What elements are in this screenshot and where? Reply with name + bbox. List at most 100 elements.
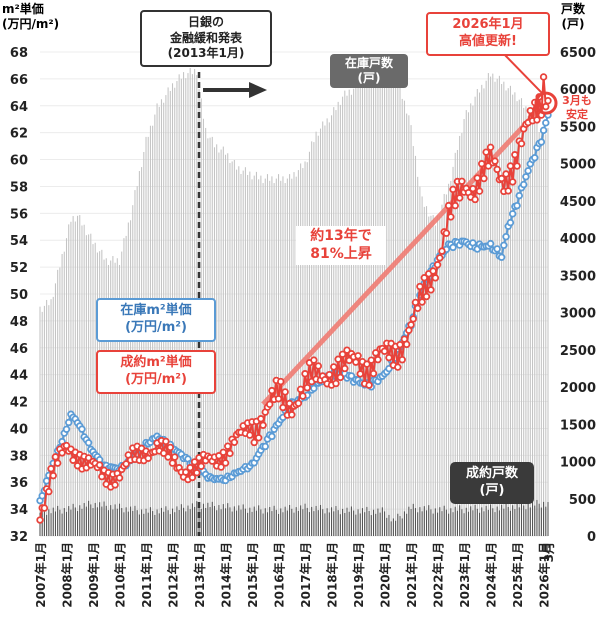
sold-bar — [505, 503, 507, 536]
inventory-bar — [331, 115, 333, 537]
sold-bar — [121, 508, 123, 536]
sold-bar — [421, 511, 423, 536]
inventory-bar — [103, 259, 105, 536]
sold-price-point — [296, 385, 305, 394]
sold-bar — [417, 512, 419, 536]
inventory-bar — [225, 154, 227, 536]
right-axis-ticks: 0 500 1000 1500 2000 2500 3000 3500 4000 4500 5000… — [560, 46, 596, 545]
sold-price-point — [259, 421, 267, 429]
inventory-bar — [247, 174, 249, 537]
sold-bars — [39, 499, 549, 536]
sold-bar — [134, 505, 136, 536]
right-tick-label: 6500 — [560, 46, 596, 61]
sold-price-point — [268, 386, 276, 395]
sold-price-point — [508, 178, 517, 186]
sold-bar — [240, 509, 242, 536]
sold-bar — [81, 508, 83, 536]
sold-bar — [229, 507, 231, 536]
inventory-bar — [249, 171, 251, 536]
sold-price-point — [427, 286, 435, 294]
x-tick-label: 2022年1月 — [431, 542, 446, 608]
inventory-bar — [61, 254, 63, 536]
sold-bar — [132, 510, 134, 536]
sold-bar — [258, 505, 260, 536]
sold-bar — [225, 508, 227, 536]
sold-bar — [397, 513, 399, 536]
inventory-price-point — [506, 218, 515, 227]
sold-bar — [167, 510, 169, 536]
sold-price-point — [341, 364, 349, 373]
sold-bar — [174, 512, 176, 536]
sold-bar — [233, 506, 235, 536]
sold-bar — [439, 507, 441, 536]
sold-bar — [529, 507, 531, 536]
sold-price-point — [115, 474, 124, 482]
inventory-bar — [48, 305, 50, 536]
inventory-bar — [509, 85, 511, 536]
sold-bar — [470, 506, 472, 536]
inventory-price-point — [524, 167, 532, 175]
sold-bar — [152, 511, 154, 536]
sold-bar — [377, 508, 379, 536]
inventory-bar — [94, 242, 96, 536]
sold-bar — [437, 512, 439, 536]
inventory-bar — [255, 171, 257, 537]
sold-bar — [105, 505, 107, 536]
inventory-bar — [470, 103, 472, 536]
sold-bar — [156, 509, 158, 536]
sold-price-point — [254, 434, 263, 442]
legend-inventory-price-unit: (万円/m²) — [125, 319, 187, 335]
sold-bar — [185, 511, 187, 536]
sold-bar — [536, 499, 538, 536]
sold-bar — [512, 505, 514, 536]
sold-bar — [118, 503, 121, 536]
inventory-bar — [545, 134, 547, 536]
sold-price-point — [431, 274, 440, 282]
inventory-bar — [227, 153, 229, 536]
inventory-bar — [302, 168, 304, 536]
sold-bar — [481, 507, 483, 536]
sold-price-point — [257, 415, 265, 423]
x-tick-label: 3月 — [542, 542, 556, 562]
sold-price-point — [310, 356, 318, 364]
sold-bar — [496, 506, 498, 536]
inventory-bar — [494, 81, 496, 537]
x-tick-label: 2019年1月 — [351, 542, 366, 608]
sold-price-point — [47, 464, 55, 473]
sold-bar — [293, 512, 295, 536]
sold-bar — [450, 508, 452, 536]
sold-price-point — [330, 363, 338, 371]
sold-price-point — [186, 463, 194, 472]
inventory-bar — [547, 127, 549, 536]
sold-bar — [326, 508, 328, 536]
inventory-bar — [386, 75, 388, 537]
inventory-price-point — [493, 245, 501, 253]
sold-bar — [289, 504, 291, 536]
x-tick-label: 2009年1月 — [86, 542, 101, 608]
inventory-bar — [253, 175, 255, 537]
sold-bar — [255, 510, 257, 536]
sold-price-point — [394, 363, 402, 371]
sold-price-point — [416, 282, 424, 291]
sold-bar — [180, 504, 182, 536]
sold-price-point — [325, 370, 334, 379]
sold-price-point — [449, 185, 457, 194]
sold-bar — [456, 510, 458, 536]
sold-bar — [523, 505, 525, 536]
inventory-bar — [297, 170, 299, 537]
sold-price-point — [53, 459, 62, 467]
sold-bar — [149, 507, 151, 536]
sold-price-point — [363, 360, 371, 368]
sold-price-point — [188, 473, 197, 482]
x-tick-label: 2012年1月 — [166, 542, 181, 608]
inventory-bar — [114, 262, 116, 536]
inventory-bar — [322, 121, 324, 536]
sold-bar — [333, 511, 335, 536]
inventory-bar — [251, 179, 253, 536]
sold-bar — [476, 508, 478, 536]
sold-bar — [220, 509, 222, 536]
inventory-bar — [459, 135, 461, 537]
sold-price-point — [190, 458, 199, 466]
sold-bar — [518, 507, 520, 536]
sold-price-line — [36, 73, 552, 524]
